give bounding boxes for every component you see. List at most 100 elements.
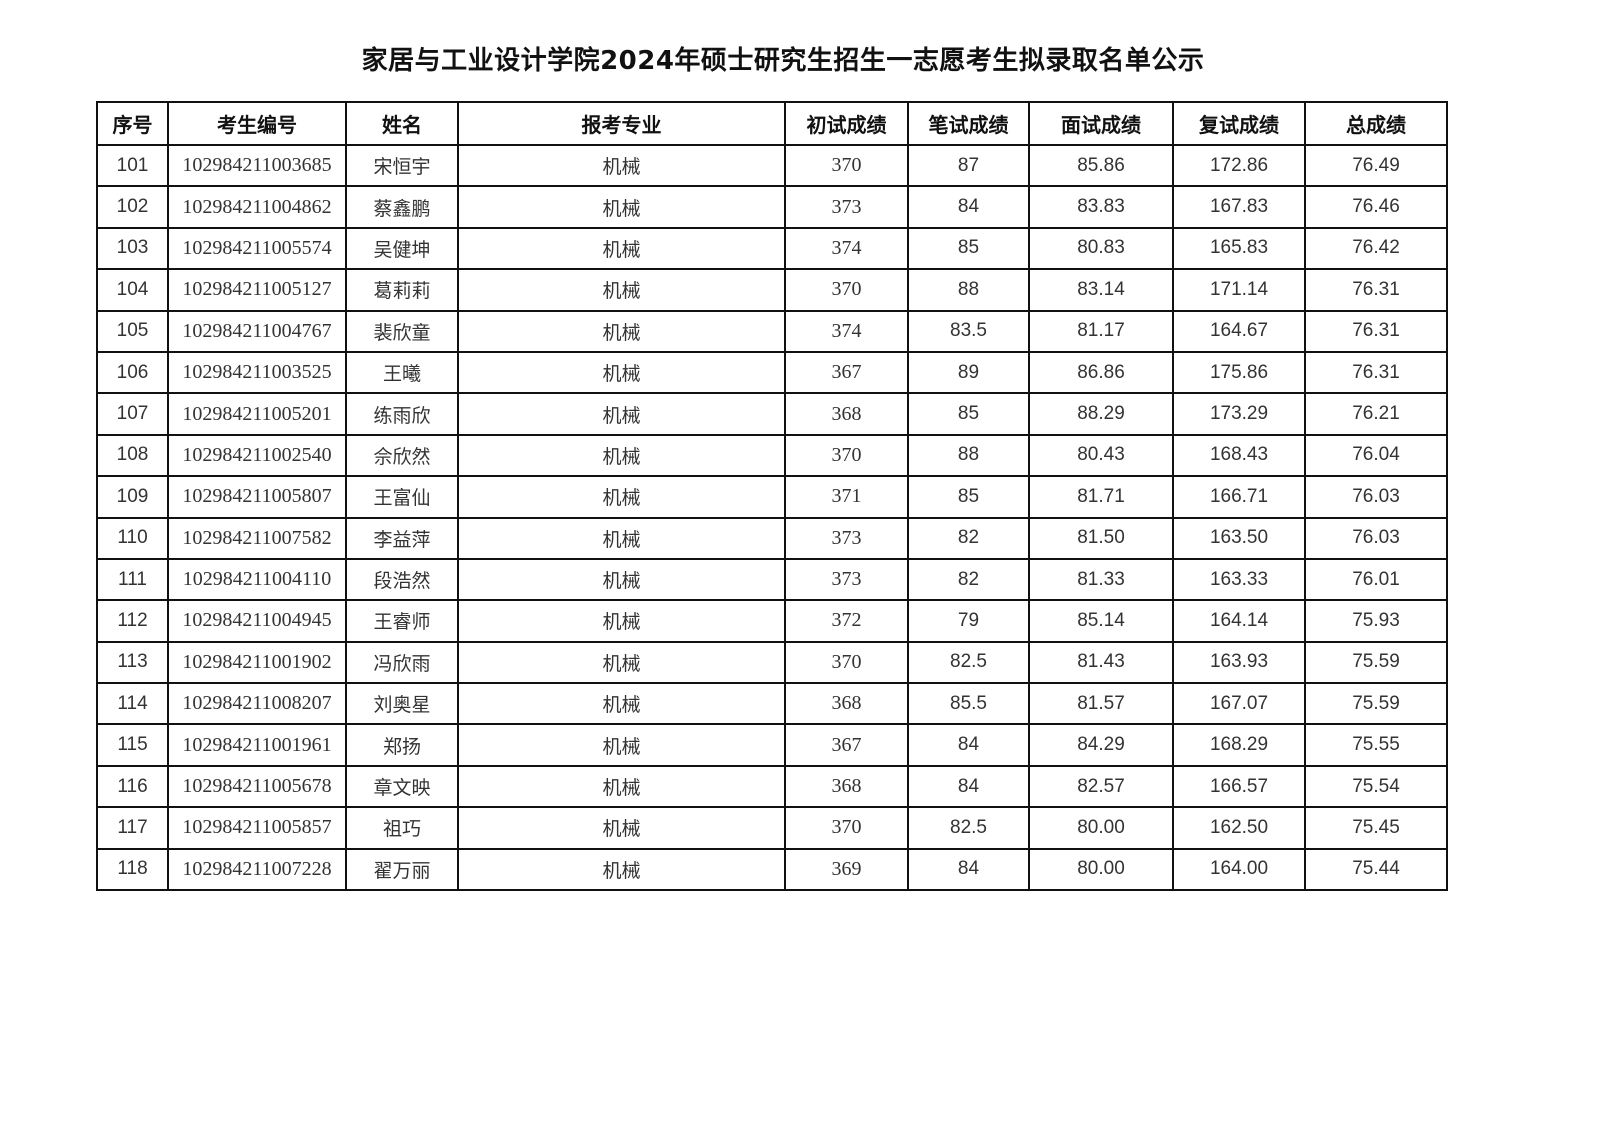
table-row: 115 102984211001961 郑扬 机械 367 84 84.29 168.29 75… — [96, 723, 1448, 767]
table-row: 104 102984211005127 葛莉莉 机械 370 88 83.14 171.14 7… — [96, 268, 1448, 312]
cell-major: 机械 — [457, 723, 786, 767]
cell-candidate-id: 102984211001961 — [167, 723, 347, 767]
cell-interview-score: 81.71 — [1028, 475, 1174, 519]
cell-major: 机械 — [457, 806, 786, 850]
cell-interview-score: 80.00 — [1028, 806, 1174, 850]
cell-name: 王富仙 — [345, 475, 459, 519]
cell-total-score: 76.04 — [1304, 433, 1448, 478]
cell-name: 段浩然 — [345, 557, 459, 602]
cell-retest-score: 168.43 — [1172, 433, 1306, 478]
cell-candidate-id: 102984211008207 — [167, 682, 347, 726]
table-row: 116 102984211005678 章文映 机械 368 84 82.57 166.57 7… — [96, 764, 1448, 809]
cell-total-score: 76.01 — [1304, 557, 1448, 602]
cell-total-score: 76.31 — [1304, 268, 1448, 312]
cell-interview-score: 81.50 — [1028, 516, 1174, 560]
cell-retest-score: 166.57 — [1172, 764, 1306, 809]
cell-written-score: 84 — [907, 185, 1030, 229]
cell-major: 机械 — [457, 143, 786, 188]
table-row: 105 102984211004767 裴欣童 机械 374 83.5 81.17 164.6… — [96, 309, 1448, 353]
cell-prelim-score: 369 — [784, 847, 909, 892]
table-row: 109 102984211005807 王富仙 机械 371 85 81.71 166.71 7… — [96, 475, 1448, 519]
cell-retest-score: 175.86 — [1172, 350, 1306, 395]
cell-seq: 102 — [96, 185, 169, 229]
cell-prelim-score: 373 — [784, 185, 909, 229]
table-row: 114 102984211008207 刘奥星 机械 368 85.5 81.57 167.0… — [96, 682, 1448, 726]
cell-seq: 106 — [96, 350, 169, 395]
table-row: 101 102984211003685 宋恒宇 机械 370 87 85.86 172.86 7… — [96, 143, 1448, 188]
cell-written-score: 85.5 — [907, 682, 1030, 726]
cell-candidate-id: 102984211005127 — [167, 268, 347, 312]
cell-written-score: 82 — [907, 557, 1030, 602]
cell-interview-score: 81.33 — [1028, 557, 1174, 602]
cell-major: 机械 — [457, 433, 786, 478]
cell-written-score: 85 — [907, 392, 1030, 436]
cell-name: 郑扬 — [345, 723, 459, 767]
cell-seq: 118 — [96, 847, 169, 892]
cell-name: 李益萍 — [345, 516, 459, 560]
cell-prelim-score: 367 — [784, 723, 909, 767]
header-candidate-id: 考生编号 — [167, 101, 347, 146]
cell-written-score: 79 — [907, 599, 1030, 643]
cell-candidate-id: 102984211004110 — [167, 557, 347, 602]
cell-major: 机械 — [457, 764, 786, 809]
cell-retest-score: 162.50 — [1172, 806, 1306, 850]
cell-interview-score: 82.57 — [1028, 764, 1174, 809]
cell-written-score: 82.5 — [907, 806, 1030, 850]
cell-written-score: 84 — [907, 764, 1030, 809]
table-row: 103 102984211005574 吴健坤 机械 374 85 80.83 165.83 7… — [96, 226, 1448, 271]
cell-interview-score: 81.17 — [1028, 309, 1174, 353]
cell-total-score: 75.44 — [1304, 847, 1448, 892]
cell-written-score: 84 — [907, 847, 1030, 892]
cell-seq: 107 — [96, 392, 169, 436]
cell-interview-score: 86.86 — [1028, 350, 1174, 395]
cell-seq: 116 — [96, 764, 169, 809]
table-row: 117 102984211005857 祖巧 机械 370 82.5 80.00 162.50… — [96, 806, 1448, 850]
cell-seq: 101 — [96, 143, 169, 188]
cell-retest-score: 173.29 — [1172, 392, 1306, 436]
cell-retest-score: 164.00 — [1172, 847, 1306, 892]
cell-prelim-score: 372 — [784, 599, 909, 643]
cell-major: 机械 — [457, 557, 786, 602]
cell-seq: 115 — [96, 723, 169, 767]
cell-name: 练雨欣 — [345, 392, 459, 436]
cell-prelim-score: 374 — [784, 226, 909, 271]
cell-interview-score: 84.29 — [1028, 723, 1174, 767]
cell-prelim-score: 368 — [784, 392, 909, 436]
cell-total-score: 76.42 — [1304, 226, 1448, 271]
cell-candidate-id: 102984211007582 — [167, 516, 347, 560]
header-name: 姓名 — [345, 101, 459, 146]
page-title: 家居与工业设计学院2024年硕士研究生招生一志愿考生拟录取名单公示 — [361, 46, 1205, 76]
cell-retest-score: 163.50 — [1172, 516, 1306, 560]
cell-major: 机械 — [457, 682, 786, 726]
cell-candidate-id: 102984211003525 — [167, 350, 347, 395]
cell-written-score: 84 — [907, 723, 1030, 767]
cell-interview-score: 85.14 — [1028, 599, 1174, 643]
header-seq: 序号 — [96, 101, 169, 146]
cell-candidate-id: 102984211001902 — [167, 640, 347, 685]
cell-seq: 110 — [96, 516, 169, 560]
cell-prelim-score: 368 — [784, 764, 909, 809]
cell-candidate-id: 102984211005807 — [167, 475, 347, 519]
cell-name: 葛莉莉 — [345, 268, 459, 312]
cell-total-score: 75.59 — [1304, 682, 1448, 726]
cell-written-score: 88 — [907, 433, 1030, 478]
cell-seq: 111 — [96, 557, 169, 602]
cell-total-score: 76.03 — [1304, 475, 1448, 519]
cell-seq: 105 — [96, 309, 169, 353]
cell-written-score: 85 — [907, 226, 1030, 271]
cell-total-score: 76.46 — [1304, 185, 1448, 229]
cell-total-score: 75.45 — [1304, 806, 1448, 850]
cell-major: 机械 — [457, 640, 786, 685]
table-row: 112 102984211004945 王睿师 机械 372 79 85.14 164.14 7… — [96, 599, 1448, 643]
cell-name: 王睿师 — [345, 599, 459, 643]
cell-interview-score: 81.43 — [1028, 640, 1174, 685]
table-row: 118 102984211007228 翟万丽 机械 369 84 80.00 164.00 7… — [96, 847, 1448, 892]
cell-seq: 109 — [96, 475, 169, 519]
cell-candidate-id: 102984211007228 — [167, 847, 347, 892]
cell-candidate-id: 102984211005678 — [167, 764, 347, 809]
table-row: 106 102984211003525 王曦 机械 367 89 86.86 175.86 76… — [96, 350, 1448, 395]
cell-major: 机械 — [457, 516, 786, 560]
cell-retest-score: 163.33 — [1172, 557, 1306, 602]
cell-retest-score: 163.93 — [1172, 640, 1306, 685]
cell-candidate-id: 102984211002540 — [167, 433, 347, 478]
